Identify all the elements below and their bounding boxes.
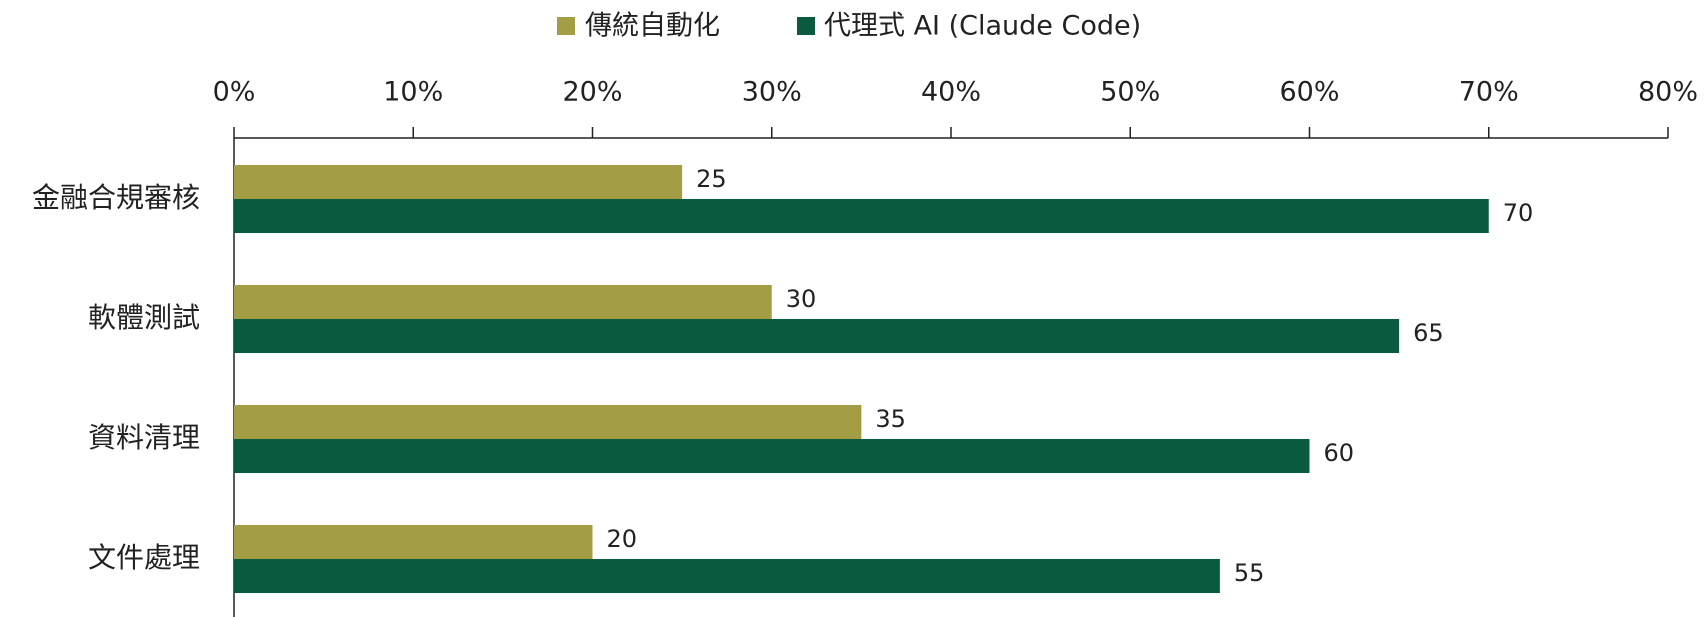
x-tick-label: 60% (1279, 77, 1339, 108)
x-tick-label: 10% (383, 77, 443, 108)
bar (234, 405, 862, 439)
bar (234, 285, 772, 319)
x-tick-label: 0% (213, 77, 256, 108)
bar (234, 525, 593, 559)
data-label: 65 (1413, 319, 1444, 347)
bar (234, 559, 1220, 593)
x-tick-label: 50% (1100, 77, 1160, 108)
bar (234, 165, 683, 199)
data-label: 60 (1324, 439, 1355, 467)
y-tick-label: 文件處理 (88, 541, 200, 574)
x-tick-label: 40% (921, 77, 981, 108)
data-label: 25 (696, 165, 727, 193)
data-label: 55 (1234, 559, 1265, 587)
bar (234, 199, 1489, 233)
y-tick-label: 金融合規審核 (32, 181, 200, 214)
data-label: 30 (786, 285, 817, 313)
legend-label: 傳統自動化 (585, 11, 720, 42)
legend-swatch (797, 17, 815, 35)
x-tick-label: 30% (742, 77, 802, 108)
y-tick-label: 軟體測試 (88, 301, 200, 334)
data-label: 35 (875, 405, 906, 433)
x-tick-label: 80% (1638, 77, 1698, 108)
bar (234, 319, 1400, 353)
x-tick-label: 70% (1459, 77, 1519, 108)
data-label: 70 (1503, 199, 1534, 227)
x-tick-label: 20% (562, 77, 622, 108)
data-label: 20 (607, 525, 638, 553)
bar (234, 439, 1310, 473)
legend-label: 代理式 AI (Claude Code) (824, 11, 1141, 42)
legend-swatch (557, 17, 575, 35)
y-tick-label: 資料清理 (88, 421, 200, 454)
